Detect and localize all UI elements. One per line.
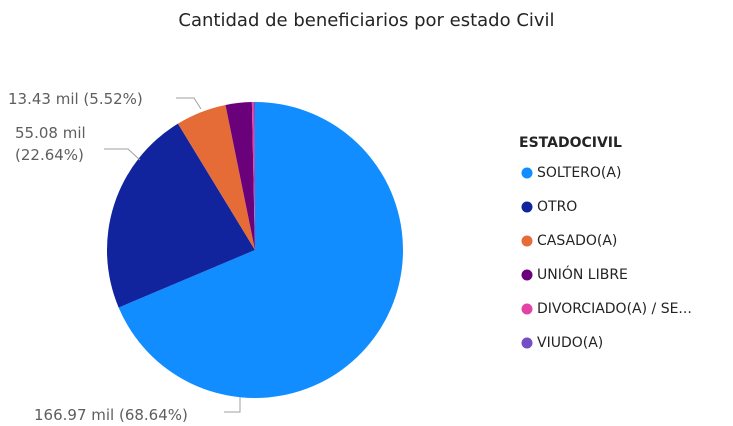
- legend-label: VIUDO(A): [537, 335, 603, 351]
- pie-slice: [225, 102, 255, 250]
- legend-label: CASADO(A): [537, 233, 617, 249]
- data-label: 13.43 mil (5.52%): [8, 90, 143, 108]
- legend-label: DIVORCIADO(A) / SE...: [537, 301, 692, 317]
- pie-slice: [177, 104, 255, 251]
- legend-marker: [521, 167, 533, 179]
- pie-slice: [251, 102, 255, 250]
- leader-line: [224, 397, 241, 413]
- legend-marker: [521, 337, 533, 349]
- legend-title: ESTADOCIVIL: [519, 135, 622, 151]
- leader-line: [176, 97, 202, 110]
- data-label: 55.08 mil (22.64%): [15, 124, 86, 164]
- legend-marker: [521, 201, 533, 213]
- leader-line: [104, 148, 141, 161]
- pie-slice: [253, 102, 255, 250]
- data-label: 166.97 mil (68.64%): [34, 406, 188, 424]
- legend-label: OTRO: [537, 199, 577, 215]
- legend-label: UNIÓN LIBRE: [537, 265, 628, 283]
- chart-title: Cantidad de beneficiarios por estado Civ…: [178, 10, 555, 31]
- pie-slice: [106, 123, 255, 308]
- legend-label: SOLTERO(A): [537, 165, 621, 181]
- legend-marker: [521, 303, 533, 315]
- legend-marker: [521, 269, 533, 281]
- pie-slice: [118, 102, 404, 399]
- legend-marker: [521, 235, 533, 247]
